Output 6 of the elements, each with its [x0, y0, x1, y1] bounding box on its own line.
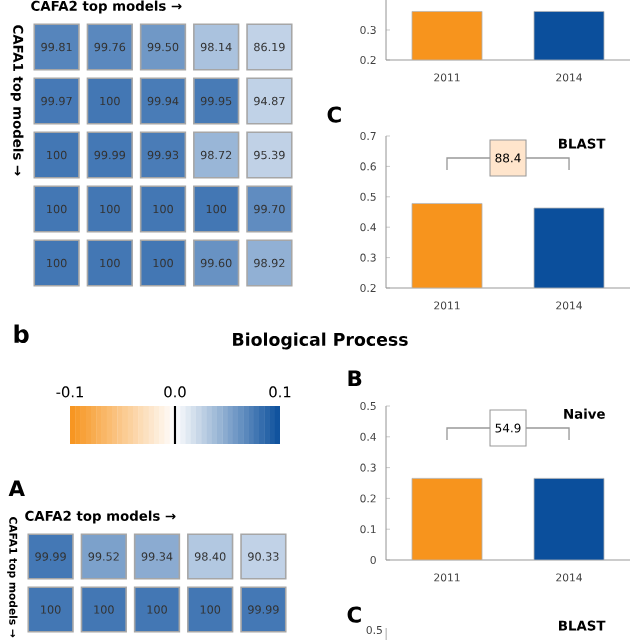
text: Biological Process: [233, 332, 408, 350]
text: C: [347, 606, 361, 623]
chart-title: B: [348, 370, 362, 387]
chart-title: A: [8, 480, 25, 497]
text: b: [14, 324, 29, 344]
chart-title: C: [327, 106, 341, 123]
